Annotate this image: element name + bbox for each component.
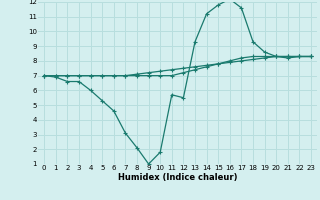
X-axis label: Humidex (Indice chaleur): Humidex (Indice chaleur) [118,173,237,182]
